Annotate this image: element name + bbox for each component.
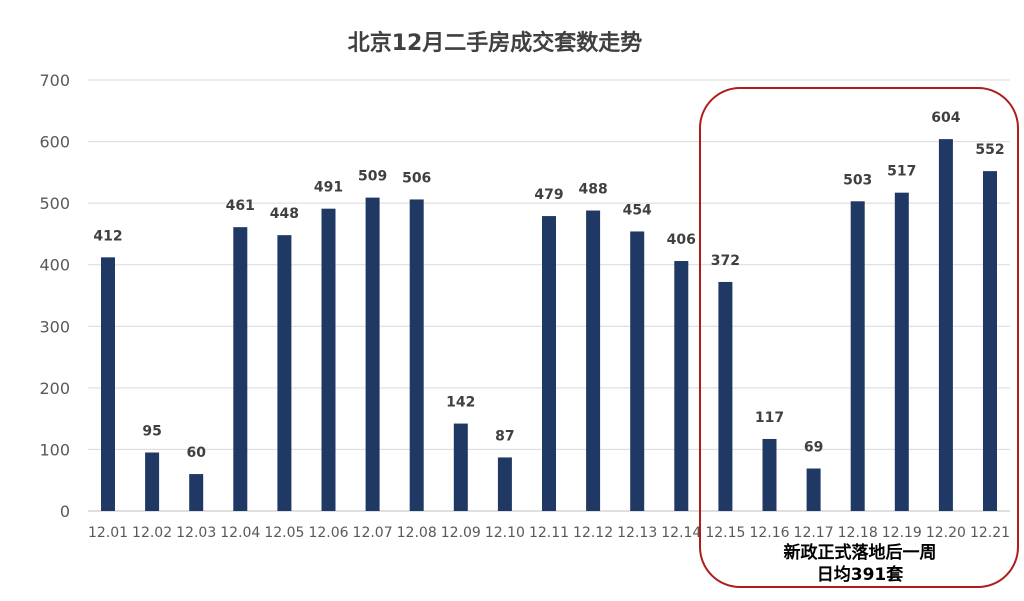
- data-label: 372: [711, 253, 740, 269]
- y-tick-label: 600: [39, 133, 70, 152]
- bar: [409, 199, 424, 511]
- x-tick-label: 12.09: [441, 525, 481, 541]
- highlight-box: [699, 87, 1019, 588]
- annotation-line-2: 日均391套: [817, 564, 904, 585]
- bar: [497, 457, 512, 511]
- y-tick-label: 700: [39, 71, 70, 90]
- bar: [586, 210, 601, 511]
- bar: [806, 468, 821, 511]
- data-label: 604: [931, 110, 960, 126]
- bar: [894, 192, 909, 511]
- x-tick-label: 12.07: [353, 525, 393, 541]
- x-tick-label: 12.13: [617, 525, 657, 541]
- x-tick-label: 12.14: [661, 525, 701, 541]
- bar: [277, 235, 292, 511]
- x-tick-label: 12.06: [308, 525, 348, 541]
- data-label: 448: [270, 206, 299, 222]
- y-tick-label: 200: [39, 379, 70, 398]
- data-label: 142: [446, 395, 475, 411]
- x-tick-label: 12.20: [926, 525, 966, 541]
- x-tick-label: 12.16: [749, 525, 789, 541]
- x-axis-ticks: 12.01 12.02 12.03 12.04 12.05 12.06 12.07 12.08…: [88, 525, 1010, 541]
- x-tick-label: 12.18: [838, 525, 878, 541]
- data-label: 60: [186, 445, 206, 461]
- bar: [101, 257, 115, 511]
- x-tick-label: 12.10: [485, 525, 525, 541]
- bar: [630, 231, 645, 512]
- data-label: 517: [887, 164, 916, 180]
- bar: [233, 227, 248, 512]
- bar: [189, 474, 204, 511]
- x-tick-label: 12.02: [132, 525, 172, 541]
- x-tick-label: 12.04: [220, 525, 260, 541]
- bar: [365, 197, 380, 511]
- data-label: 503: [843, 172, 872, 188]
- x-tick-label: 12.08: [397, 525, 437, 541]
- data-label: 412: [93, 228, 122, 244]
- x-tick-label: 12.12: [573, 525, 613, 541]
- bar: [718, 281, 733, 511]
- x-tick-label: 12.19: [882, 525, 922, 541]
- data-label: 406: [667, 232, 696, 248]
- bar: [453, 423, 468, 511]
- bar: [145, 452, 160, 511]
- y-tick-label: 100: [39, 440, 70, 459]
- y-axis-ticks: 0 100 200 300 400 500 600 700: [39, 71, 70, 521]
- bar: [983, 171, 997, 511]
- data-label: 488: [578, 182, 607, 198]
- data-label: 479: [534, 187, 563, 203]
- x-tick-label: 12.11: [529, 525, 569, 541]
- data-label: 87: [495, 428, 514, 444]
- y-tick-label: 500: [39, 194, 70, 213]
- annotation-line-1: 新政正式落地后一周: [784, 542, 937, 563]
- y-tick-label: 300: [39, 317, 70, 336]
- bar: [762, 438, 777, 511]
- data-label: 69: [804, 440, 823, 456]
- bar: [674, 261, 689, 511]
- data-label: 491: [314, 180, 343, 196]
- bars: [101, 139, 997, 512]
- data-label: 117: [755, 410, 784, 426]
- x-tick-label: 12.05: [264, 525, 304, 541]
- data-label: 461: [226, 198, 255, 214]
- data-label: 506: [402, 170, 431, 186]
- data-labels: 412 95 60 461 448 491 509 506 142 87 479 488 454 406 3…: [93, 110, 1004, 461]
- chart-title: 北京12月二手房成交套数走势: [348, 30, 643, 56]
- data-label: 454: [623, 202, 652, 218]
- x-tick-label: 12.03: [176, 525, 216, 541]
- x-tick-label: 12.01: [88, 525, 128, 541]
- bar: [850, 201, 865, 511]
- data-label: 552: [975, 142, 1004, 158]
- data-label: 509: [358, 169, 387, 185]
- x-tick-label: 12.15: [705, 525, 745, 541]
- y-tick-label: 0: [60, 502, 70, 521]
- bar: [542, 216, 556, 511]
- x-tick-label: 12.17: [794, 525, 834, 541]
- bar: [938, 139, 953, 511]
- x-tick-label: 12.21: [970, 525, 1010, 541]
- y-tick-label: 400: [39, 256, 70, 275]
- bar: [321, 208, 336, 512]
- data-label: 95: [142, 424, 161, 440]
